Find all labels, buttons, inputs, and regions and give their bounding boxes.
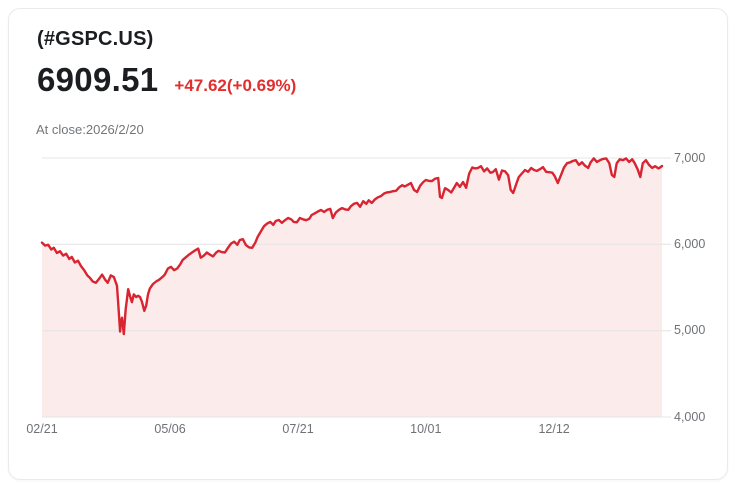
y-axis-label-6000: 6,000 xyxy=(674,236,706,251)
x-axis-label-05-06: 05/06 xyxy=(154,422,186,436)
x-axis-label-07-21: 07/21 xyxy=(282,422,314,436)
area-fill xyxy=(42,158,662,417)
price-row: 6909.51 +47.62(+0.69%) xyxy=(37,63,296,96)
price-line xyxy=(40,157,664,336)
last-price: 6909.51 xyxy=(37,61,159,98)
x-axis-label-12-12: 12/12 xyxy=(538,422,570,436)
x-axis-label-10-01: 10/01 xyxy=(410,422,442,436)
y-axis-label-5000: 5,000 xyxy=(674,323,706,338)
close-timestamp: At close:2026/2/20 xyxy=(36,122,144,137)
y-axis-label-4000: 4,000 xyxy=(674,409,706,424)
symbol-title: (#GSPC.US) xyxy=(37,28,154,50)
price-change: +47.62(+0.69%) xyxy=(174,76,297,95)
x-axis-label-02-21: 02/21 xyxy=(26,422,58,436)
y-axis-label-7000: 7,000 xyxy=(674,150,706,165)
